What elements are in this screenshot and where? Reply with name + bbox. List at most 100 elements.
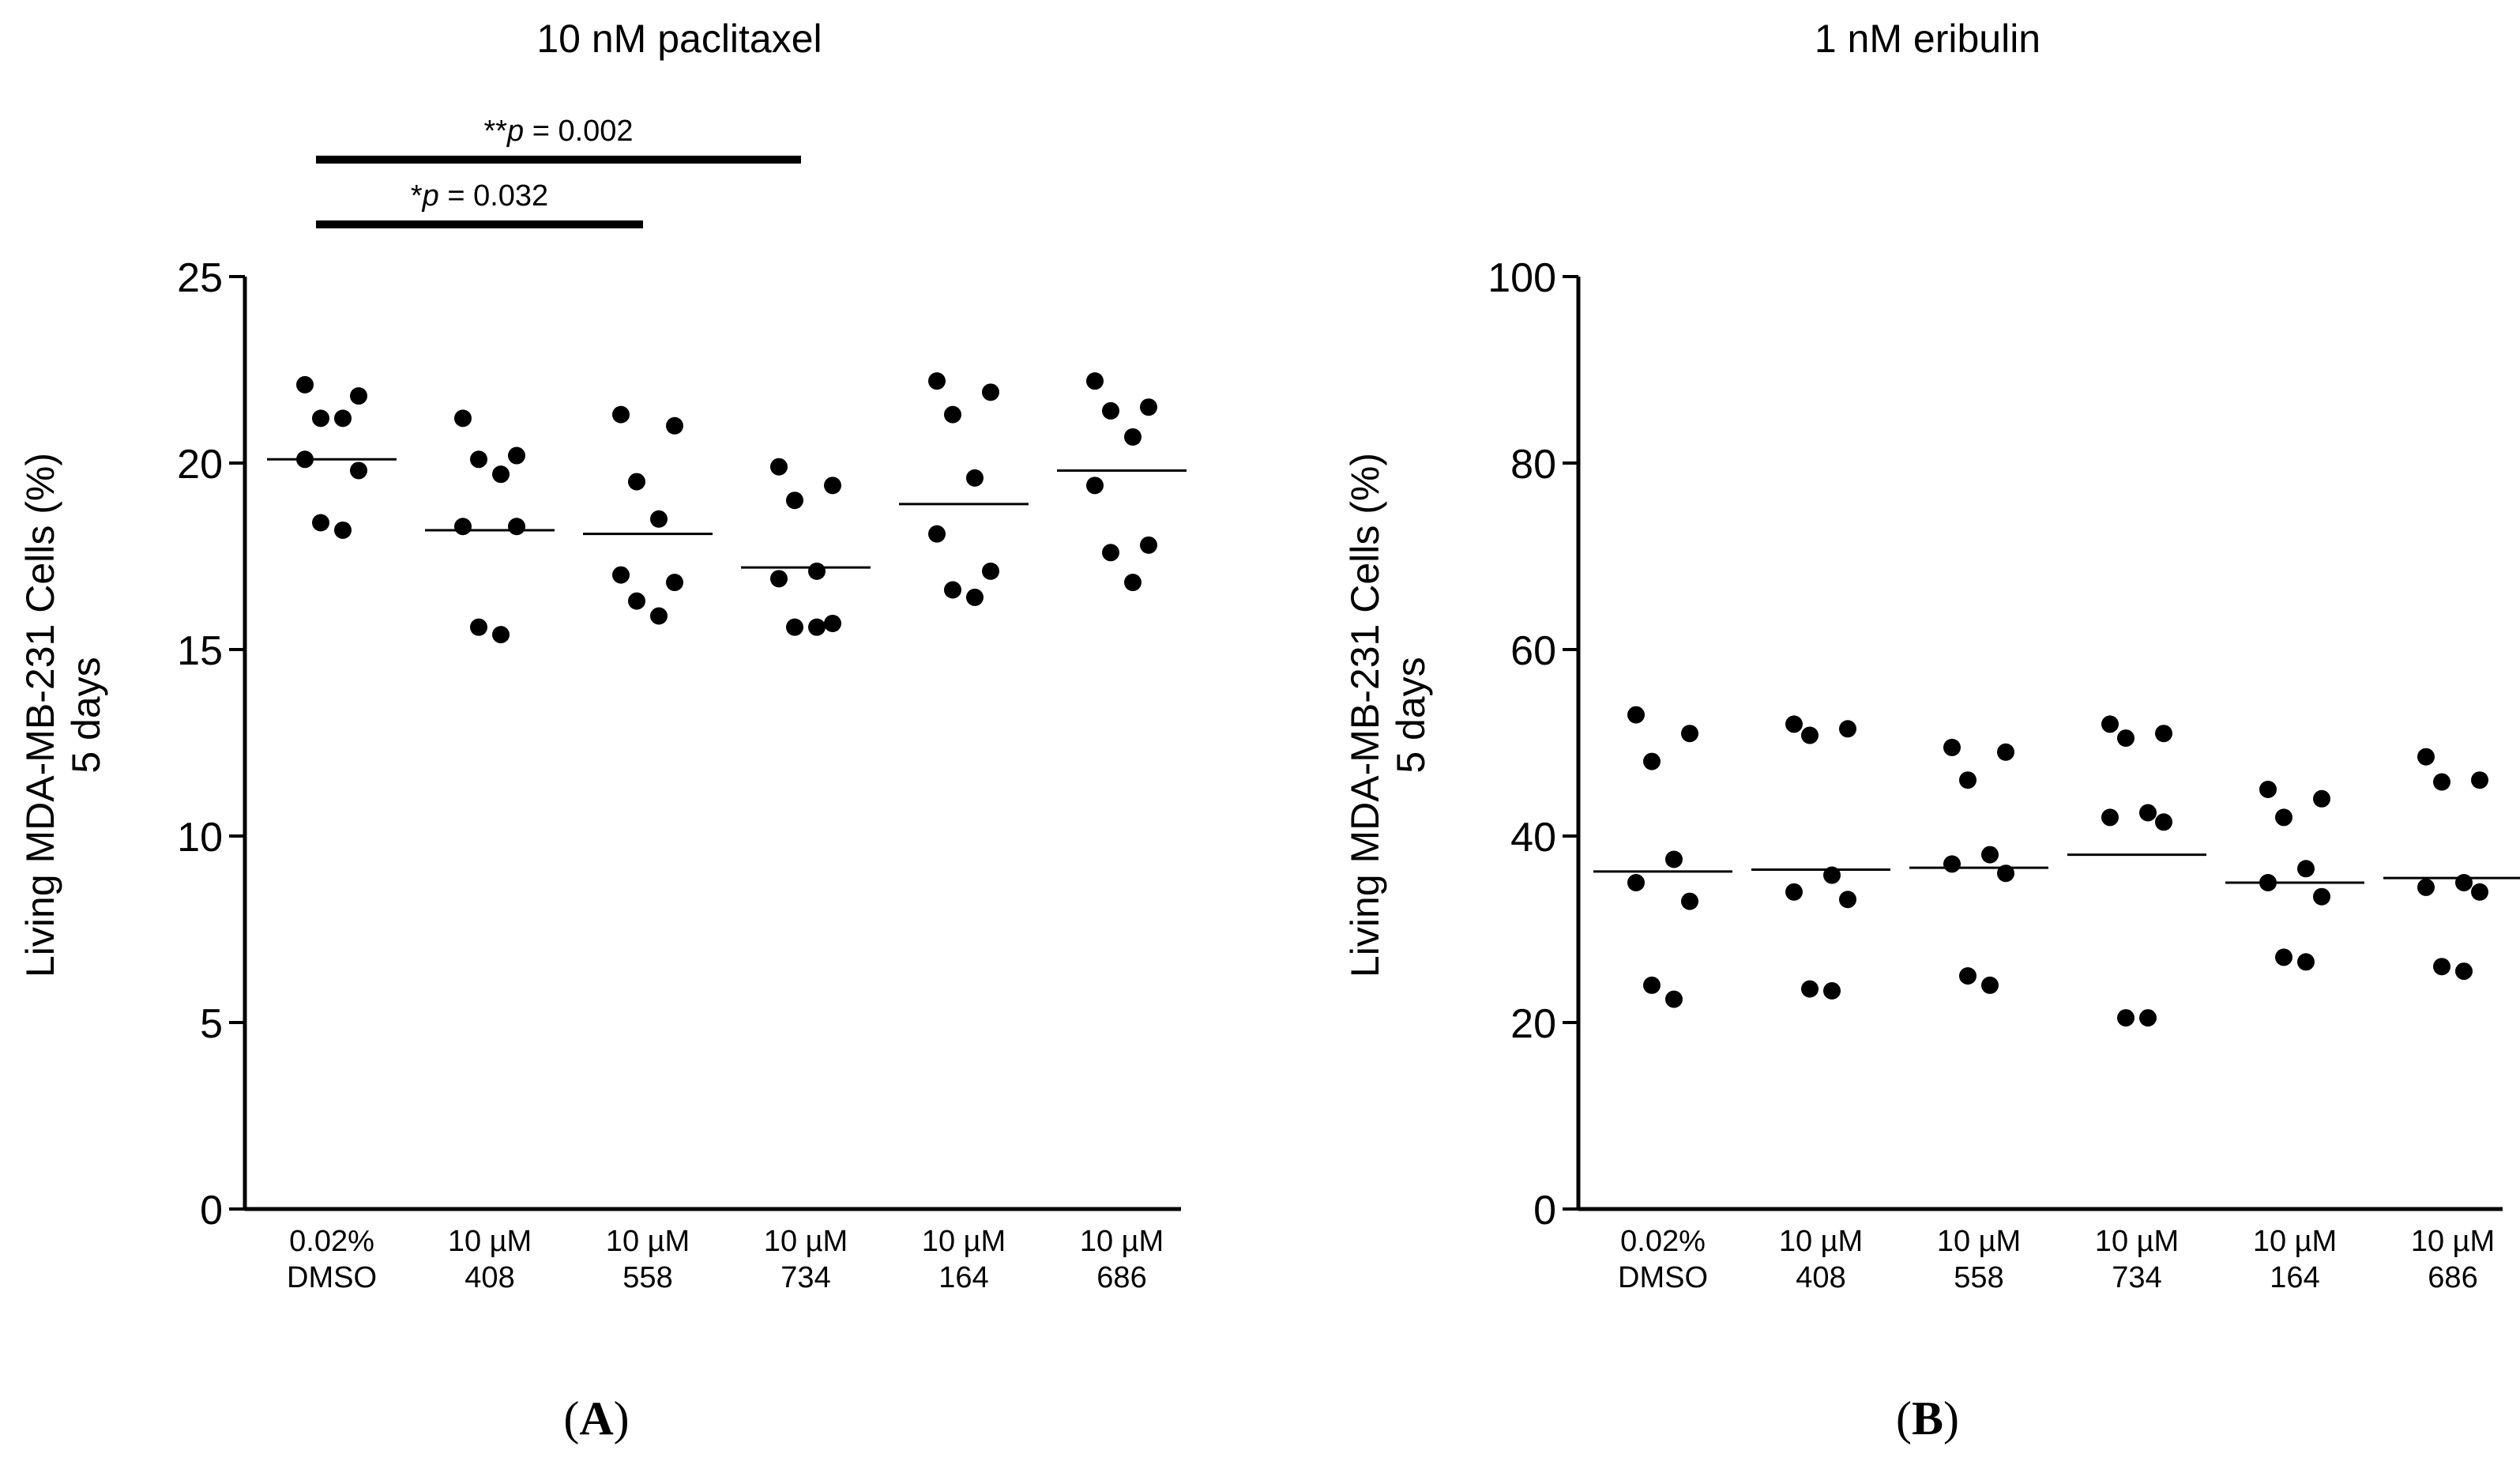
data-point [786, 492, 803, 510]
y-tick-label: 20 [1510, 1001, 1556, 1047]
data-point [2313, 887, 2330, 906]
y-tick-label: 20 [177, 442, 223, 488]
data-point [2313, 789, 2330, 808]
data-point [612, 405, 630, 424]
data-point [508, 446, 525, 465]
x-tick-label: 10 µM 558 [1937, 1225, 2021, 1294]
x-tick-label-line2: 734 [2112, 1261, 2161, 1294]
x-tick-label-line2: 558 [1954, 1261, 2003, 1294]
data-point [2275, 948, 2292, 966]
significance-value: = 0.032 [439, 179, 548, 213]
data-point [944, 405, 961, 424]
x-tick-label-line1: 10 µM [1080, 1225, 1164, 1258]
x-tick-label-line1: 10 µM [448, 1225, 532, 1258]
data-point [2259, 781, 2277, 798]
data-point [1801, 726, 1819, 744]
y-tick-label: 0 [200, 1188, 223, 1234]
data-point [1981, 846, 1999, 864]
y-tick-label: 100 [1488, 255, 1556, 301]
data-point [1839, 891, 1856, 909]
data-point [1102, 544, 1119, 562]
data-point [982, 562, 999, 580]
data-point [2117, 729, 2134, 748]
x-tick-label-line1: 10 µM [606, 1225, 690, 1258]
data-point [770, 458, 788, 476]
data-point [2259, 874, 2277, 891]
x-tick-label-line1: 10 µM [2253, 1225, 2337, 1258]
data-point [454, 518, 472, 536]
y-tick-label: 10 [177, 815, 223, 861]
data-point [666, 416, 683, 435]
data-point [2297, 860, 2315, 878]
data-point [1140, 536, 1157, 554]
panel-label-close: ) [1943, 1392, 1959, 1445]
data-point [824, 476, 841, 495]
data-point [312, 409, 329, 428]
data-point [492, 626, 510, 644]
data-point [2155, 813, 2172, 831]
data-point [296, 375, 314, 394]
data-point [2433, 958, 2450, 976]
data-point [666, 574, 683, 592]
data-point [1124, 574, 1142, 592]
panel-label-letter: B [1912, 1392, 1943, 1445]
data-point [1801, 980, 1819, 998]
y-axis-label: Living MDA-MB-231 Cells (%)5 days [1343, 453, 1433, 977]
data-point [454, 409, 472, 428]
data-point [2471, 771, 2488, 789]
data-point [2117, 1009, 2134, 1027]
x-tick-label-line2: 734 [780, 1261, 830, 1294]
x-tick-label: 10 µM 558 [606, 1225, 690, 1294]
y-tick-label: 5 [200, 1001, 223, 1047]
data-point [1997, 864, 2014, 883]
x-tick-label-line1: 0.02% [1620, 1225, 1706, 1258]
data-point [1681, 892, 1698, 910]
x-tick-label: 10 µM 734 [2095, 1225, 2179, 1294]
data-point [1981, 976, 1999, 994]
data-point [1959, 967, 1977, 985]
data-point [2139, 804, 2157, 822]
data-point [2455, 874, 2473, 891]
chart-title: 10 nM paclitaxel [536, 17, 822, 61]
data-point [1943, 855, 1961, 873]
x-tick-label: 10 µM 686 [1080, 1225, 1164, 1294]
data-point [786, 618, 803, 636]
data-point [334, 409, 352, 428]
x-tick-label: 0.02% DMSO [287, 1225, 377, 1294]
y-tick-label: 15 [177, 628, 223, 674]
panel-label: (A) [563, 1392, 629, 1445]
data-point [824, 614, 841, 632]
data-point [470, 618, 487, 636]
data-point [312, 514, 329, 532]
x-tick-label-line1: 10 µM [1779, 1225, 1863, 1258]
x-tick-label: 10 µM 408 [448, 1225, 532, 1294]
data-point [2417, 748, 2435, 766]
data-point [1823, 866, 1841, 884]
x-tick-label-line1: 10 µM [922, 1225, 1006, 1258]
significance-label: *p = 0.032 [411, 179, 548, 213]
data-point [628, 592, 645, 610]
data-point [966, 469, 984, 487]
data-point [1102, 401, 1119, 420]
data-point [808, 562, 826, 580]
y-tick-label: 40 [1510, 815, 1556, 861]
x-tick-label-line2: 164 [2270, 1261, 2319, 1294]
x-tick-label: 10 µM 408 [1779, 1225, 1863, 1294]
significance-value: = 0.002 [524, 115, 633, 148]
x-tick-label-line2: 686 [2428, 1261, 2477, 1294]
data-point [1997, 743, 2014, 761]
x-tick-label: 10 µM 164 [2253, 1225, 2337, 1294]
data-point [2101, 808, 2119, 827]
panel-label-open: ( [1896, 1392, 1912, 1445]
data-point [2471, 883, 2488, 901]
data-point [1086, 476, 1104, 495]
x-tick-label-line2: 408 [465, 1261, 514, 1294]
data-point [1785, 883, 1803, 901]
significance-stars: * [411, 179, 423, 213]
significance-stars: ** [483, 115, 507, 148]
x-tick-label-line2: DMSO [287, 1261, 377, 1294]
data-point [296, 450, 314, 469]
data-point [492, 465, 510, 484]
data-point [1627, 706, 1645, 724]
panel-label-open: ( [563, 1392, 579, 1445]
